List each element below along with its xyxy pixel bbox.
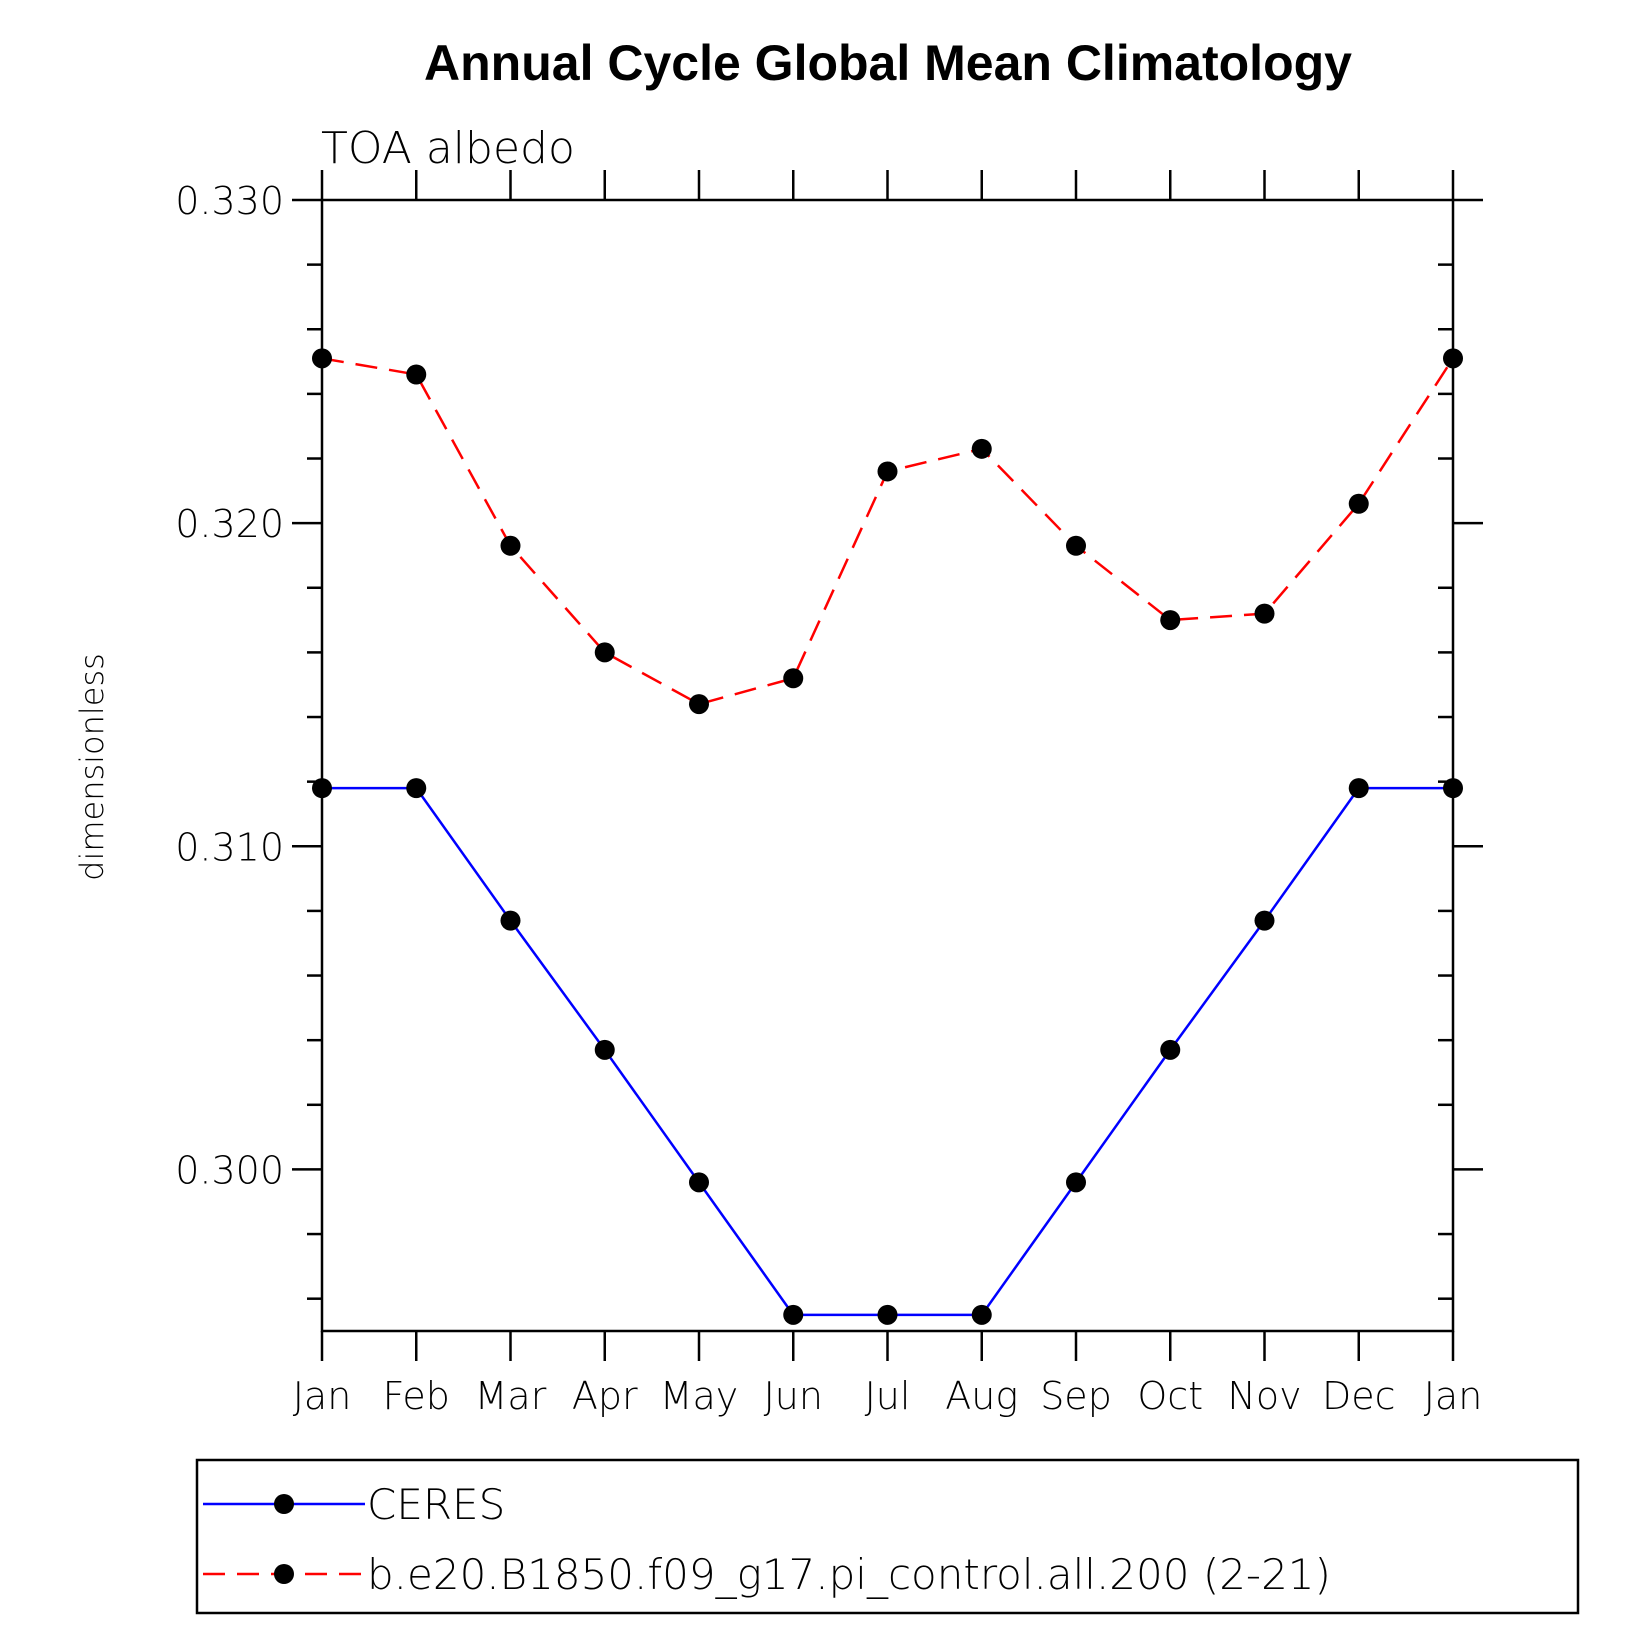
- legend-label-ceres: CERES: [367, 1480, 505, 1529]
- x-tick-label: Jun: [764, 1374, 823, 1418]
- plot-frame: [320, 198, 1455, 1333]
- legend-marker-ceres: [274, 1494, 294, 1514]
- data-point-1-7: [971, 438, 992, 459]
- x-tick-label: Nov: [1227, 1374, 1301, 1418]
- data-point-0-0: [312, 778, 332, 799]
- series-layer: [312, 348, 1463, 1325]
- x-tick-label: Apr: [572, 1374, 638, 1418]
- data-point-0-12: [1443, 778, 1463, 799]
- data-point-1-5: [783, 668, 804, 689]
- data-point-1-2: [500, 535, 521, 556]
- data-point-1-6: [877, 461, 898, 482]
- x-tick-label: Jul: [865, 1374, 911, 1418]
- y-axis-label: dimensionless: [73, 653, 111, 881]
- y-tick-label: 0.330: [175, 179, 284, 223]
- y-tick-label: 0.310: [175, 825, 284, 869]
- data-point-0-3: [594, 1039, 615, 1060]
- y-tick-label: 0.300: [175, 1148, 284, 1192]
- y-tick-labels: 0.300 0.310 0.320 0.330: [175, 179, 284, 1192]
- data-point-0-9: [1160, 1039, 1181, 1060]
- data-point-0-4: [689, 1172, 709, 1193]
- legend-box: [195, 1458, 1580, 1615]
- data-point-0-7: [971, 1304, 992, 1325]
- data-point-1-9: [1160, 610, 1181, 631]
- data-point-0-1: [406, 778, 427, 799]
- data-point-1-12: [1443, 348, 1463, 369]
- x-tick-label: Feb: [383, 1374, 450, 1418]
- data-point-0-8: [1066, 1172, 1086, 1193]
- series-line-0: [322, 786, 1453, 1317]
- data-point-1-10: [1254, 603, 1275, 624]
- legend: CERES b.e20.B1850.f09_g17.pi_control.all…: [195, 1458, 1580, 1615]
- chart-subtitle: TOA albedo: [321, 123, 575, 174]
- x-tick-label: Dec: [1322, 1374, 1396, 1418]
- data-point-1-0: [312, 348, 332, 369]
- x-tick-label: May: [660, 1374, 739, 1418]
- data-point-0-5: [783, 1304, 804, 1325]
- chart-title: Annual Cycle Global Mean Climatology: [424, 35, 1352, 91]
- y-tick-label: 0.320: [175, 502, 284, 546]
- data-point-1-8: [1066, 535, 1086, 556]
- data-point-1-1: [406, 364, 427, 385]
- data-point-1-3: [594, 642, 615, 663]
- data-point-1-4: [689, 694, 709, 715]
- series-line-1: [321, 357, 1455, 706]
- x-tick-labels: Jan Feb Mar Apr May Jun Jul Aug Sep Oct Nov Dec Jan: [293, 1374, 1483, 1418]
- data-point-0-2: [500, 910, 521, 931]
- legend-label-model: b.e20.B1850.f09_g17.pi_control.all.200 (…: [367, 1550, 1331, 1599]
- data-point-0-10: [1254, 910, 1275, 931]
- x-tick-label: Oct: [1137, 1374, 1203, 1418]
- axis-ticks: [292, 170, 1483, 1361]
- x-tick-label: Sep: [1040, 1374, 1112, 1418]
- x-tick-label: Jan: [293, 1374, 352, 1418]
- x-tick-label: Aug: [945, 1374, 1018, 1418]
- x-tick-label: Mar: [475, 1374, 547, 1418]
- data-point-0-6: [877, 1304, 898, 1325]
- data-point-0-11: [1348, 778, 1369, 799]
- x-tick-label: Jan: [1424, 1374, 1483, 1418]
- data-point-1-11: [1348, 493, 1369, 514]
- legend-marker-model: [274, 1564, 294, 1584]
